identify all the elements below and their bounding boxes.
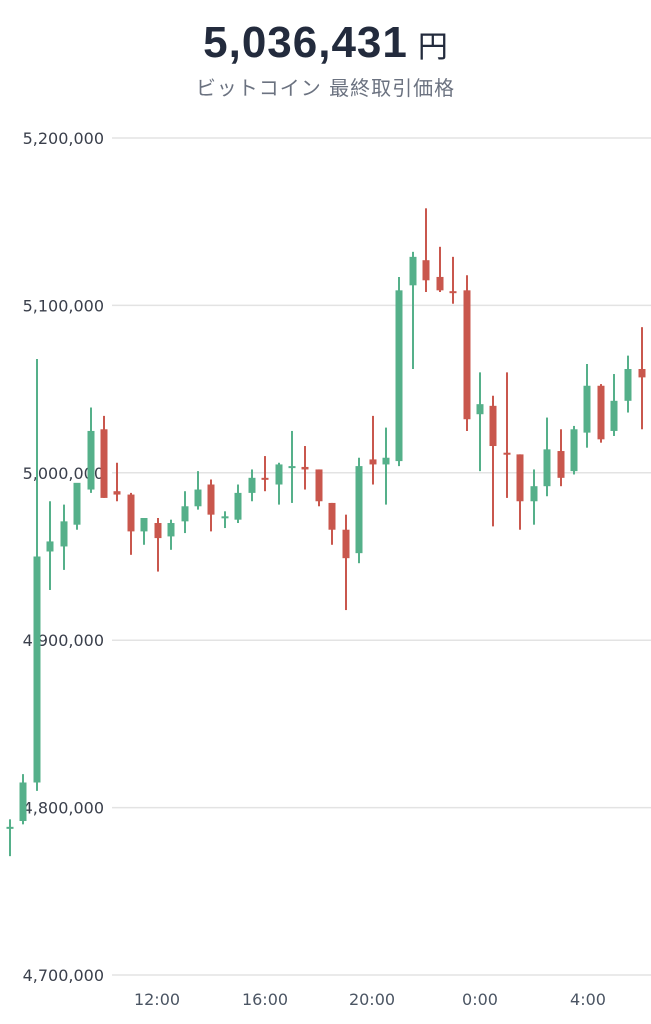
candles (6, 208, 646, 857)
candle-up (60, 504, 68, 570)
candle-down (597, 384, 605, 443)
candle-up (87, 407, 95, 493)
candle-up (382, 427, 390, 505)
candle-up (624, 355, 632, 413)
candle-up (248, 469, 256, 502)
candle-up (19, 774, 27, 825)
candle-up (73, 482, 81, 530)
candle-down (638, 327, 646, 430)
candle-up (33, 358, 41, 791)
y-axis-labels: 5,200,000 5,100,000 5,000,000 4,900,000 4,80… (23, 129, 104, 985)
candle-down (207, 479, 215, 532)
candle-up (476, 372, 484, 472)
candle-down (301, 446, 309, 490)
y-tick-label: 4,900,000 (23, 631, 104, 650)
candle-down (154, 517, 162, 572)
candle-up (543, 417, 551, 497)
candle-up (288, 430, 296, 503)
candle-down (516, 454, 524, 530)
candle-down (436, 246, 444, 293)
y-gridlines (112, 137, 651, 976)
candle-up (6, 819, 14, 857)
candle-down (463, 275, 471, 431)
candle-up (275, 462, 283, 505)
candle-down (342, 514, 350, 611)
y-tick-label: 4,800,000 (23, 799, 104, 818)
candle-up (530, 469, 538, 525)
y-tick-label: 5,100,000 (23, 296, 104, 315)
candle-down (557, 429, 565, 487)
candle-up (409, 251, 417, 370)
x-tick-label: 16:00 (242, 990, 288, 1009)
candle-up (570, 425, 578, 475)
candle-up (194, 471, 202, 510)
candle-down (127, 492, 135, 555)
candle-down (100, 415, 108, 498)
x-tick-label: 12:00 (134, 990, 180, 1009)
price-row: 5,036,431 円 (0, 18, 651, 68)
x-tick-label: 20:00 (349, 990, 395, 1009)
candle-down (489, 395, 497, 527)
last-price: 5,036,431 (203, 18, 408, 67)
currency-unit: 円 (417, 31, 448, 64)
x-axis-labels: 12:00 16:00 20:00 0:00 4:00 (134, 990, 606, 1009)
candle-up (610, 374, 618, 436)
x-tick-label: 0:00 (462, 990, 498, 1009)
candle-down (369, 415, 377, 485)
price-subtitle: ビットコイン 最終取引価格 (195, 76, 456, 100)
candle-up (46, 501, 54, 590)
candle-down (503, 372, 511, 498)
candle-down (315, 469, 323, 507)
candle-up (395, 276, 403, 467)
candle-down (449, 256, 457, 304)
candle-up (167, 519, 175, 550)
y-tick-label: 5,000,000 (23, 464, 104, 483)
candle-down (328, 502, 336, 545)
y-tick-label: 5,200,000 (23, 129, 104, 148)
candle-up (355, 457, 363, 564)
candle-up (583, 363, 591, 448)
candle-up (234, 484, 242, 524)
x-tick-label: 4:00 (570, 990, 606, 1009)
candle-up (140, 517, 148, 545)
price-header: 5,036,431 円 ビットコイン 最終取引価格 (0, 18, 651, 101)
candle-down (113, 462, 121, 502)
candle-down (422, 208, 430, 293)
y-tick-label: 4,700,000 (23, 966, 104, 985)
candle-down (261, 456, 269, 492)
candle-up (221, 511, 229, 529)
candle-up (181, 491, 189, 534)
